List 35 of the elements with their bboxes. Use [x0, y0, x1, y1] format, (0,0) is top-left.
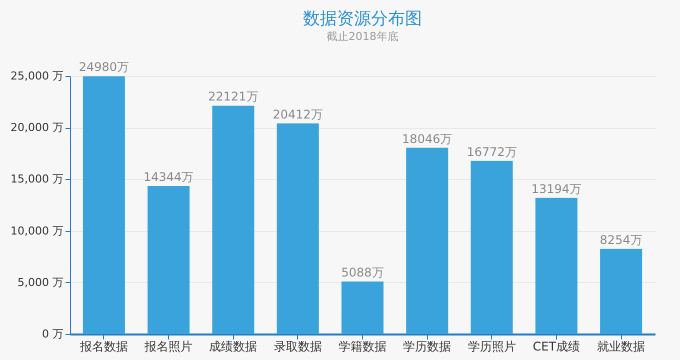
y-tick-label: 5,000 万	[18, 276, 64, 289]
data-label: 14344万	[143, 170, 194, 184]
bar	[600, 248, 642, 334]
data-label: 16772万	[466, 144, 517, 159]
bar	[212, 106, 254, 334]
bar	[341, 281, 384, 334]
y-tick-label: 15,000 万	[10, 172, 64, 186]
bar	[406, 148, 448, 334]
y-tick-label: 20,000 万	[10, 121, 64, 134]
x-tick-label: 报名数据	[78, 340, 128, 354]
x-tick-label: 学籍数据	[338, 340, 386, 354]
bar	[82, 76, 125, 334]
data-label: 8254万	[600, 232, 642, 247]
x-tick-label: 录取数据	[274, 340, 322, 354]
y-tick-label: 10,000 万	[10, 224, 64, 238]
y-tick-label: 25,000 万	[10, 70, 64, 82]
x-tick-label: 学历照片	[468, 340, 516, 354]
x-tick-label: 就业数据	[597, 340, 646, 354]
x-tick-label: 报名照片	[144, 340, 193, 354]
y-tick-label: 0 万	[42, 328, 64, 340]
x-tick-label: 学历数据	[403, 340, 452, 354]
chart-title: 数据资源分布图	[303, 9, 422, 30]
data-label: 20412万	[272, 107, 323, 122]
data-label: 18046万	[402, 132, 452, 146]
data-label: 22121万	[208, 90, 258, 104]
data-label: 24980万	[78, 60, 130, 74]
x-tick-label: 成绩数据	[209, 340, 258, 354]
bar	[535, 198, 578, 334]
x-tick-label: CET成绩	[532, 340, 580, 354]
data-label: 5088万	[341, 265, 384, 280]
bar	[148, 186, 190, 334]
bar	[276, 123, 319, 334]
bar	[470, 160, 513, 334]
data-label: 13194万	[531, 182, 582, 196]
chart-subtitle: 截止2018年底	[326, 30, 398, 44]
